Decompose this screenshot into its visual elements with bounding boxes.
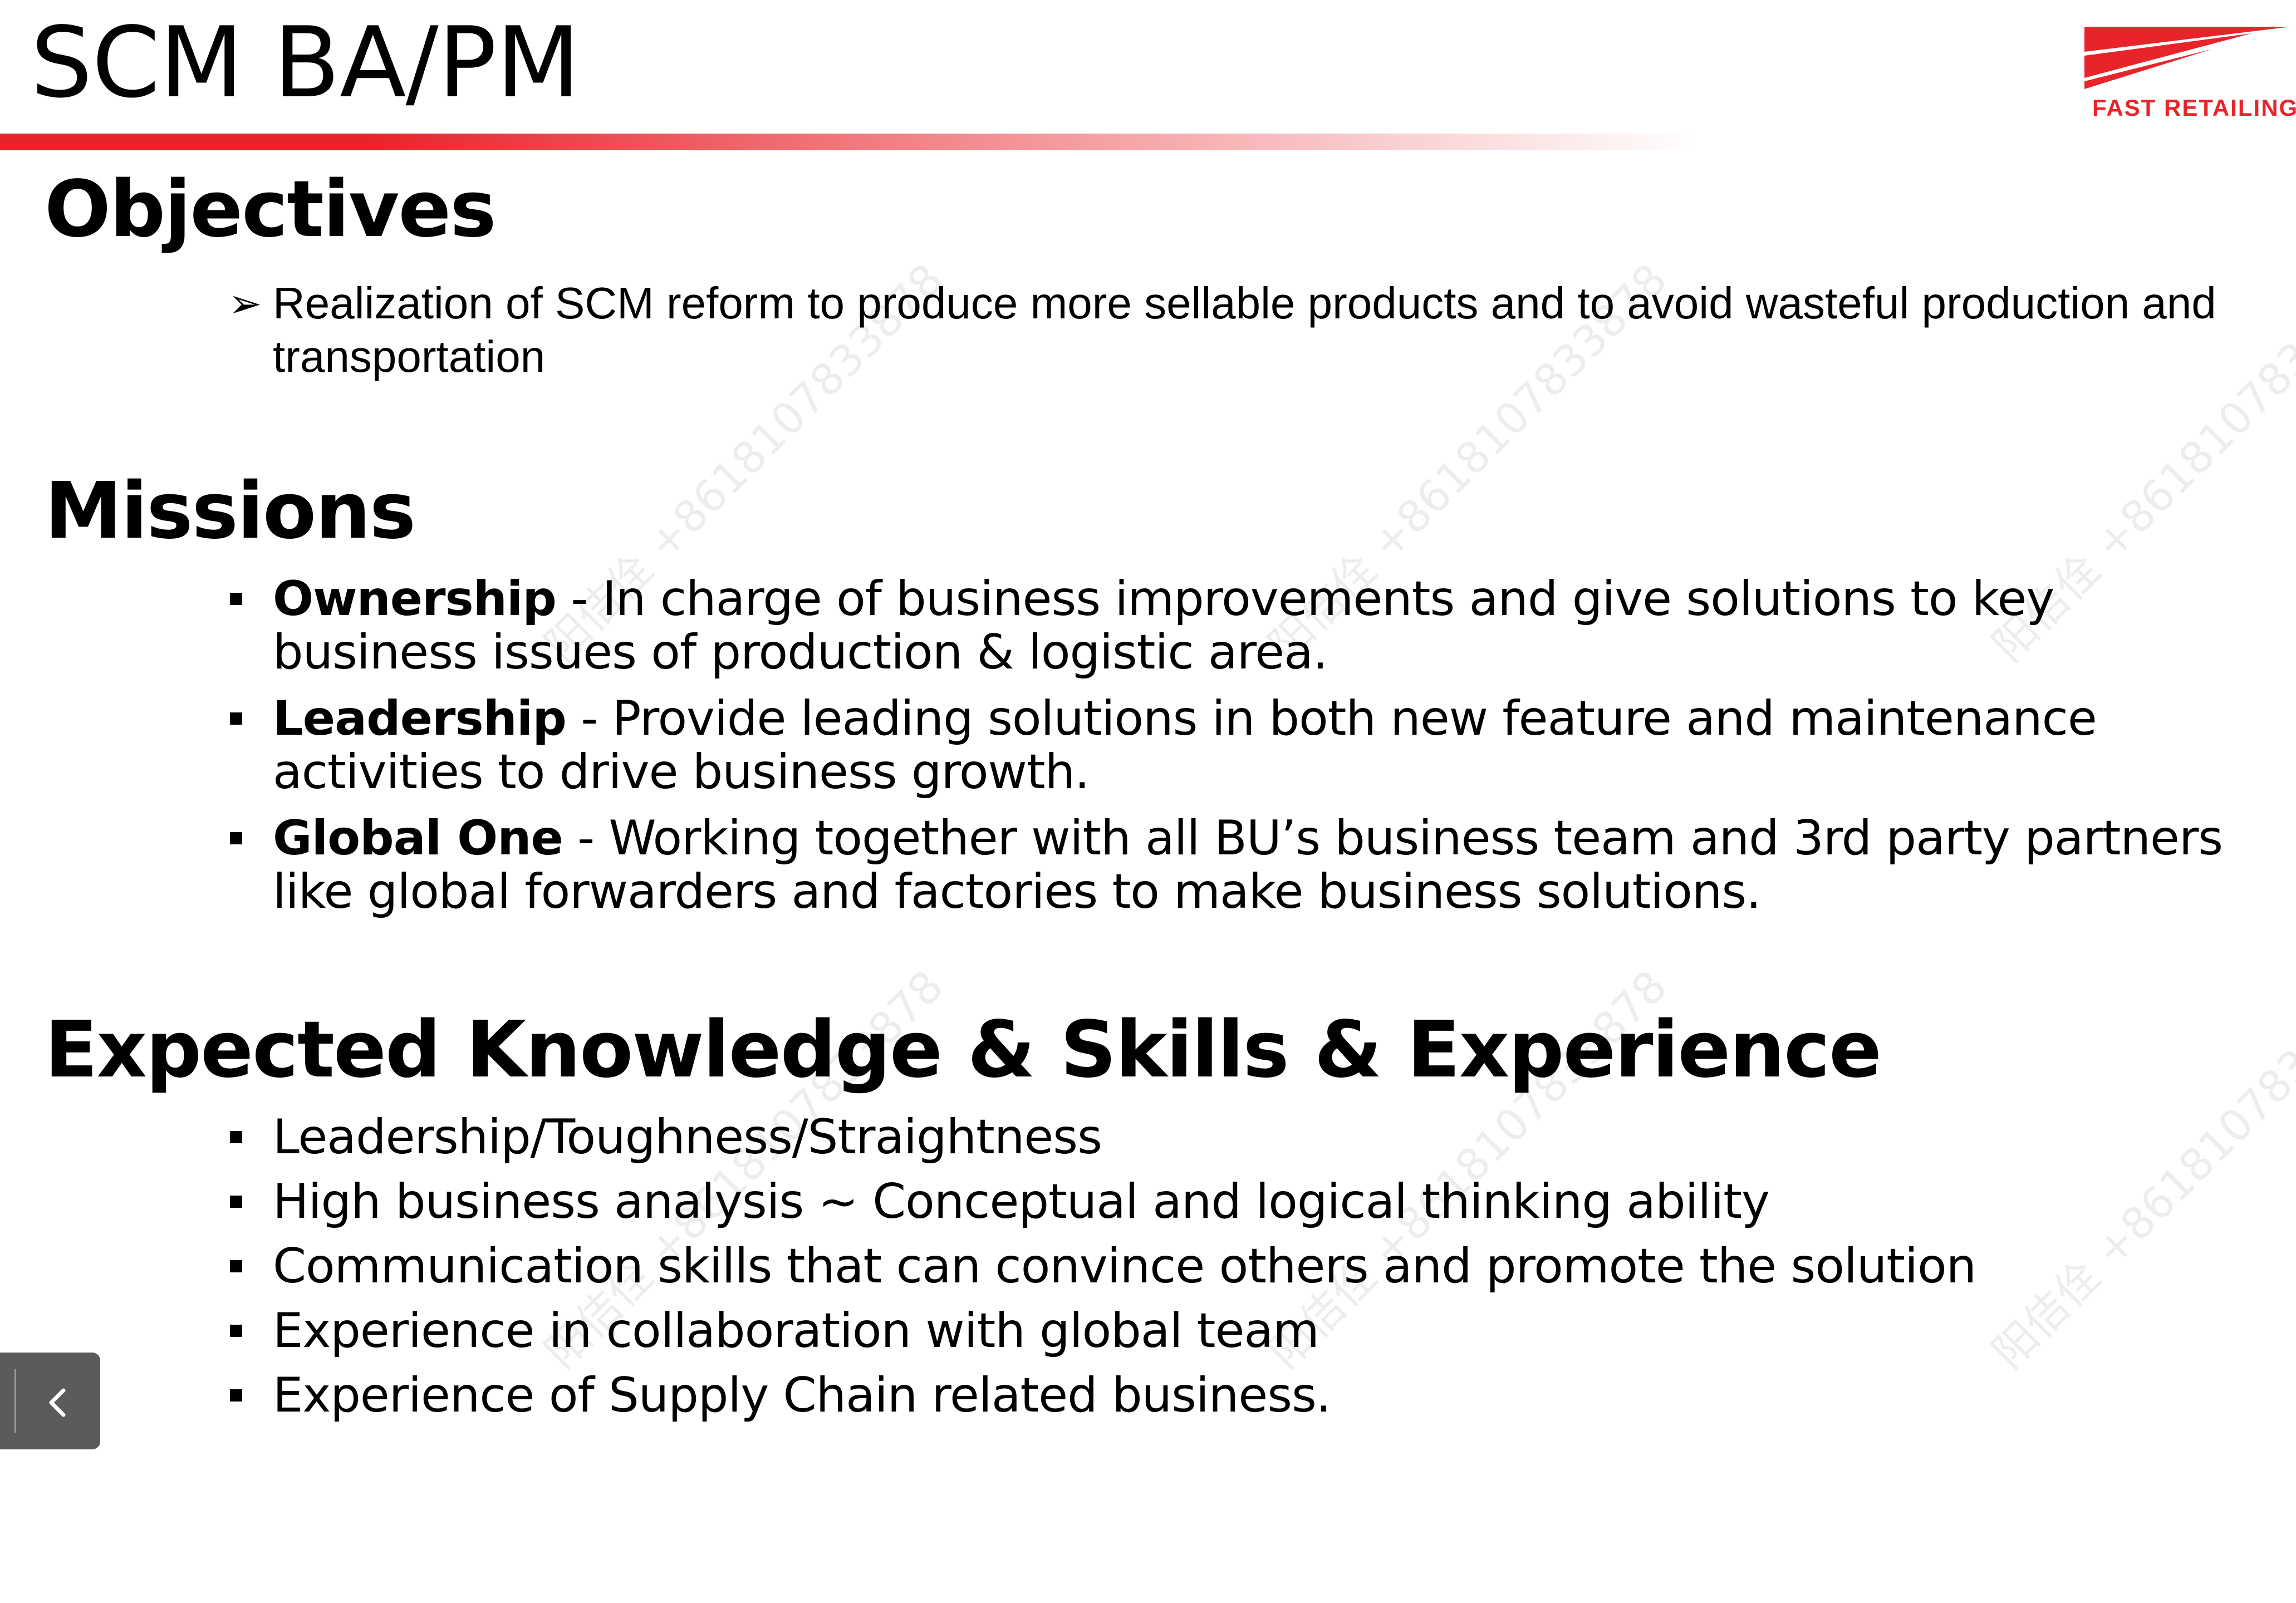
- chevron-left-icon: [49, 1388, 66, 1417]
- arrow-bullet-icon: ➢: [228, 280, 262, 327]
- missions-list: Ownership - In charge of business improv…: [0, 572, 2296, 918]
- objective-text: Realization of SCM reform to produce mor…: [273, 278, 2216, 381]
- skill-text: Experience of Supply Chain related busin…: [273, 1368, 1331, 1423]
- square-bullet-icon: [230, 593, 242, 605]
- logo-mark: [2084, 27, 2290, 89]
- page-title: SCM BA/PM: [31, 7, 580, 120]
- square-bullet-icon: [230, 1389, 242, 1402]
- list-item: Experience of Supply Chain related busin…: [0, 1369, 2266, 1422]
- logo-wordmark: FAST RETAILING: [2092, 95, 2296, 121]
- skill-text: High business analysis ~ Conceptual and …: [273, 1174, 1770, 1230]
- nav-divider: [14, 1369, 16, 1433]
- list-item: Ownership - In charge of business improv…: [0, 572, 2266, 679]
- objectives-heading: Objectives: [45, 164, 497, 255]
- skill-text: Experience in collaboration with global …: [273, 1303, 1319, 1359]
- mission-text: - Working together with all BU’s busines…: [273, 810, 2223, 919]
- skills-heading: Expected Knowledge & Skills & Experience: [45, 1005, 1882, 1095]
- mission-term: Global One: [273, 810, 563, 866]
- list-item: Experience in collaboration with global …: [0, 1304, 2266, 1358]
- square-bullet-icon: [230, 1325, 242, 1337]
- objectives-list: ➢ Realization of SCM reform to produce m…: [0, 277, 2296, 383]
- previous-slide-button[interactable]: [0, 1353, 100, 1449]
- missions-heading: Missions: [45, 466, 416, 557]
- square-bullet-icon: [230, 1260, 242, 1272]
- mission-text: - In charge of business improvements and…: [273, 571, 2054, 680]
- mission-term: Ownership: [273, 571, 557, 627]
- skills-list: Leadership/Toughness/Straightness High b…: [0, 1110, 2296, 1422]
- list-item: High business analysis ~ Conceptual and …: [0, 1175, 2266, 1228]
- skill-text: Communication skills that can convince o…: [273, 1238, 1976, 1294]
- skill-text: Leadership/Toughness/Straightness: [273, 1109, 1102, 1165]
- square-bullet-icon: [230, 1131, 242, 1143]
- mission-text: - Provide leading solutions in both new …: [273, 691, 2097, 800]
- title-accent-bar: [0, 134, 1698, 150]
- square-bullet-icon: [230, 1196, 242, 1208]
- list-item: Leadership/Toughness/Straightness: [0, 1110, 2266, 1164]
- mission-term: Leadership: [273, 691, 567, 746]
- list-item: Communication skills that can convince o…: [0, 1240, 2266, 1293]
- list-item: ➢ Realization of SCM reform to produce m…: [0, 277, 2266, 383]
- list-item: Leadership - Provide leading solutions i…: [0, 692, 2266, 799]
- list-item: Global One - Working together with all B…: [0, 812, 2266, 918]
- square-bullet-icon: [230, 712, 242, 725]
- square-bullet-icon: [230, 832, 242, 844]
